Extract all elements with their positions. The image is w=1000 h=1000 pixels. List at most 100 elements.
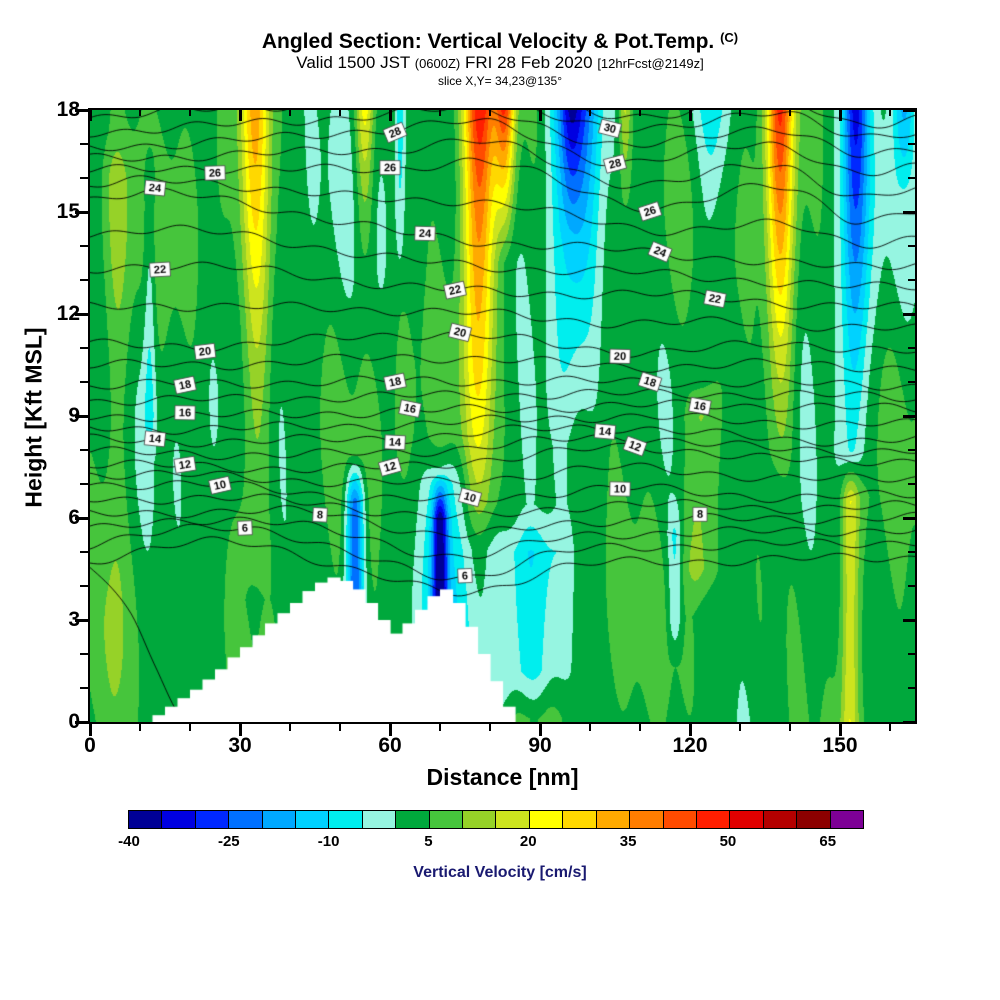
y-tick bbox=[80, 347, 88, 349]
x-tick-top bbox=[589, 110, 591, 116]
x-tick-top bbox=[489, 110, 491, 116]
x-tick-top bbox=[388, 110, 392, 121]
x-tick-top bbox=[538, 110, 542, 121]
y-tick bbox=[80, 585, 88, 587]
y-tick bbox=[80, 551, 88, 553]
x-tick-label: 0 bbox=[84, 734, 96, 757]
x-tick-top bbox=[688, 110, 692, 121]
y-tick-label: 12 bbox=[56, 302, 80, 325]
x-tick-label: 90 bbox=[528, 734, 552, 757]
x-tick-top bbox=[838, 110, 842, 121]
colorbar-title: Vertical Velocity [cm/s] bbox=[413, 864, 587, 881]
y-tick-right bbox=[908, 687, 915, 689]
y-tick bbox=[75, 414, 88, 418]
y-tick-right bbox=[903, 414, 915, 418]
x-tick-top bbox=[789, 110, 791, 116]
y-tick-label: 18 bbox=[56, 98, 80, 121]
y-tick bbox=[75, 720, 88, 724]
x-tick bbox=[339, 724, 341, 731]
colorbar-tick-label: 20 bbox=[519, 833, 537, 850]
y-tick bbox=[80, 687, 88, 689]
chart-title-unit: (C) bbox=[720, 30, 739, 45]
x-tick bbox=[889, 724, 891, 731]
x-tick bbox=[688, 724, 692, 736]
colorbar-segment bbox=[429, 811, 464, 828]
colorbar-segment bbox=[563, 811, 597, 828]
colorbar-segment bbox=[529, 811, 564, 828]
x-tick-top bbox=[739, 110, 741, 116]
x-tick bbox=[388, 724, 392, 736]
x-tick bbox=[489, 724, 491, 731]
colorbar-segment bbox=[362, 811, 397, 828]
y-tick bbox=[80, 143, 88, 145]
y-tick-label: 0 bbox=[68, 710, 80, 733]
y-tick-label: 6 bbox=[68, 506, 80, 529]
colorbar-tick-label: -10 bbox=[317, 833, 340, 850]
x-tick bbox=[538, 724, 542, 736]
y-tick bbox=[75, 210, 88, 214]
x-tick-label: 150 bbox=[822, 734, 858, 757]
x-tick bbox=[589, 724, 591, 731]
x-tick bbox=[639, 724, 641, 731]
y-tick bbox=[80, 449, 88, 451]
x-tick bbox=[139, 724, 141, 731]
y-tick-right bbox=[908, 551, 915, 553]
colorbar-segment bbox=[696, 811, 731, 828]
colorbar-segment bbox=[463, 811, 497, 828]
chart-title-text: Angled Section: Vertical Velocity & Pot.… bbox=[261, 30, 715, 53]
y-tick bbox=[80, 177, 88, 179]
chart-title: Angled Section: Vertical Velocity & Pot.… bbox=[0, 30, 1000, 54]
colorbar-segment bbox=[129, 811, 163, 828]
x-tick bbox=[88, 724, 92, 736]
y-tick bbox=[75, 618, 88, 622]
y-tick bbox=[80, 653, 88, 655]
x-tick bbox=[289, 724, 291, 731]
colorbar-segment bbox=[195, 811, 230, 828]
y-tick-label: 15 bbox=[56, 200, 80, 223]
forecast-tag: [12hrFcst@2149z] bbox=[597, 56, 704, 71]
y-tick-right bbox=[903, 210, 915, 214]
colorbar-tick-label: 65 bbox=[819, 833, 837, 850]
x-tick-top bbox=[189, 110, 191, 116]
y-tick bbox=[80, 245, 88, 247]
colorbar-segment bbox=[763, 811, 798, 828]
colorbar-segment bbox=[296, 811, 330, 828]
colorbar-segment bbox=[630, 811, 664, 828]
colorbar-tick-label: 50 bbox=[719, 833, 737, 850]
x-tick-top bbox=[439, 110, 441, 116]
x-tick bbox=[439, 724, 441, 731]
zulu-time: (0600Z) bbox=[414, 56, 461, 71]
y-tick-right bbox=[903, 108, 915, 112]
y-tick-right bbox=[903, 720, 915, 724]
x-tick bbox=[189, 724, 191, 731]
y-tick-right bbox=[903, 618, 915, 622]
y-tick-label: 9 bbox=[68, 404, 80, 427]
x-tick-label: 120 bbox=[672, 734, 708, 757]
y-tick-right bbox=[908, 483, 915, 485]
y-tick-right bbox=[903, 516, 915, 520]
y-tick-right bbox=[903, 312, 915, 316]
colorbar-segment bbox=[663, 811, 697, 828]
y-tick bbox=[80, 381, 88, 383]
x-tick-top bbox=[639, 110, 641, 116]
x-tick-top bbox=[139, 110, 141, 116]
slice-info: slice X,Y= 34,23@135° bbox=[437, 74, 563, 88]
colorbar bbox=[128, 810, 864, 829]
x-axis-title: Distance [nm] bbox=[426, 764, 579, 790]
y-tick-right bbox=[908, 177, 915, 179]
x-tick bbox=[238, 724, 242, 736]
colorbar-segment bbox=[396, 811, 430, 828]
x-tick-label: 60 bbox=[378, 734, 402, 757]
colorbar-segment bbox=[329, 811, 363, 828]
colorbar-tick-label: 35 bbox=[619, 833, 637, 850]
colorbar-segment bbox=[229, 811, 263, 828]
colorbar-segment bbox=[830, 811, 863, 828]
x-tick-label: 30 bbox=[228, 734, 252, 757]
y-tick bbox=[75, 312, 88, 316]
x-tick-top bbox=[339, 110, 341, 116]
y-tick bbox=[75, 516, 88, 520]
colorbar-segment bbox=[730, 811, 764, 828]
y-tick-right bbox=[908, 381, 915, 383]
y-tick-right bbox=[908, 347, 915, 349]
